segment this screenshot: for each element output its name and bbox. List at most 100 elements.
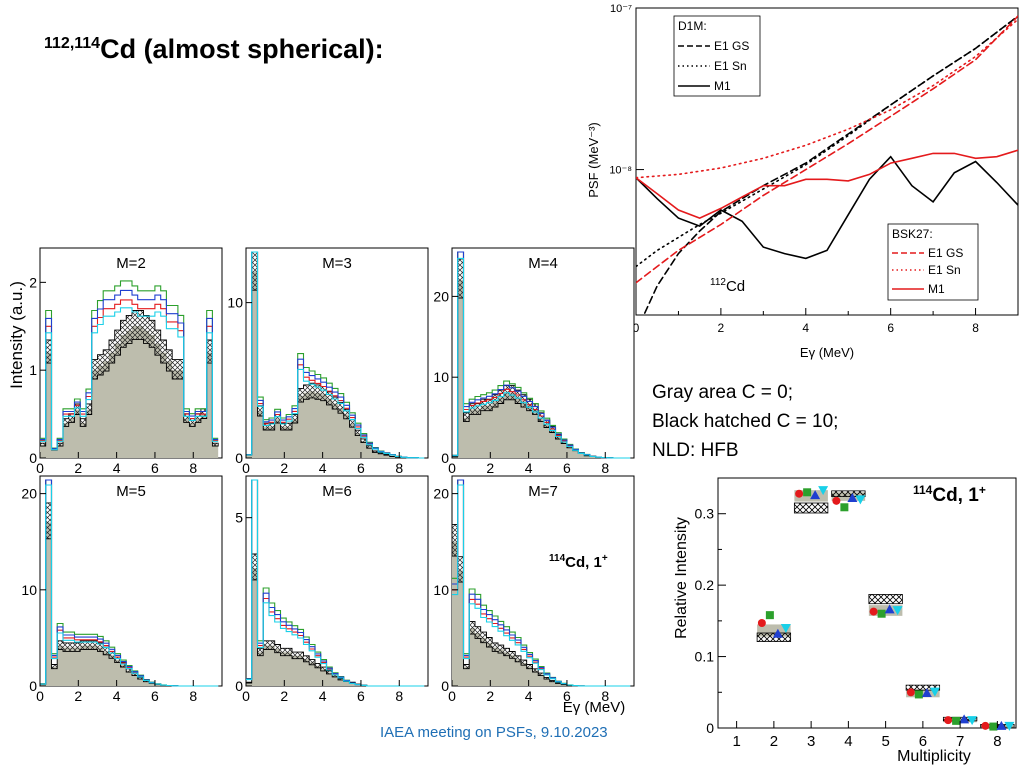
psf-series-0 xyxy=(643,15,1018,315)
rel-point-m6-green xyxy=(914,690,923,699)
hist-gray-area xyxy=(246,568,425,686)
hist-xtick-label: 8 xyxy=(395,460,403,476)
rel-point-m2-cyan xyxy=(780,624,791,633)
rel-ytick-label-1: 0.1 xyxy=(695,649,715,665)
psf-legend-bsk: BSK27: E1 GS E1 Sn M1 xyxy=(887,223,979,301)
relative-intensity-chart: 1 2 3 4 5 6 7 8 0 0.1 0.2 0.3 Relative Intensity Mu… xyxy=(673,477,1017,765)
psf-ytick-label-1: 10⁻⁸ xyxy=(609,165,632,177)
hist-xtick-label: 6 xyxy=(357,688,365,704)
slide-title: 112,114Cd (almost spherical): xyxy=(44,34,384,65)
hist-panel-5: 0 2 4 6 8 0 5 M=6 xyxy=(235,475,429,704)
hist-ytick-label: 2 xyxy=(29,274,37,290)
footer-meeting: IAEA meeting on PSFs, 9.10.2023 xyxy=(380,724,608,741)
hist-ytick-label: 1 xyxy=(29,362,37,378)
hist-xlabel: Eγ (MeV) xyxy=(563,699,626,716)
legend-d1m-sn: E1 Sn xyxy=(714,59,747,73)
rel-xtick-label-0: 1 xyxy=(732,733,740,750)
hist-xtick-label: 2 xyxy=(280,688,288,704)
hist-hatched-area xyxy=(39,310,219,451)
hist-xtick-label: 8 xyxy=(395,688,403,704)
legend-bsk-m1: M1 xyxy=(928,282,945,296)
hist-panel-6: 0 2 4 6 8 0 10 20 M=7 xyxy=(433,475,635,704)
rel-point-m3-blue xyxy=(810,490,821,500)
rel-xlabel: Multiplicity xyxy=(897,748,971,765)
hist-xtick-label: 6 xyxy=(563,460,571,476)
psf-ylabel: PSF (MeV⁻³) xyxy=(586,122,601,197)
hist-panel-label: M=6 xyxy=(322,483,352,500)
rel-point-m7-cyan xyxy=(967,716,978,726)
hist-xtick-label: 0 xyxy=(448,460,456,476)
hist-xtick-label: 2 xyxy=(280,460,288,476)
hist-curve-green xyxy=(40,280,219,449)
hist-ytick-label: 10 xyxy=(433,369,449,385)
hist-ytick-label: 0 xyxy=(29,678,37,694)
psf-xtick-label-2: 4 xyxy=(802,321,809,335)
rel-point-m5-red xyxy=(869,607,878,616)
hist-ytick-label: 0 xyxy=(441,678,449,694)
rel-point-m2-blue xyxy=(772,628,783,638)
psf-chart: 0 2 4 6 8 10⁻⁷ 10⁻⁸ PSF (MeV⁻³) Eγ (MeV) 112Cd… xyxy=(586,3,1019,360)
hist-annotation: 114Cd, 1+ xyxy=(549,553,608,571)
rel-point-m4-green xyxy=(840,503,849,512)
rel-xtick-label-4: 5 xyxy=(881,733,889,750)
hist-ylabel: Intensity (a.u.) xyxy=(7,281,26,389)
rel-point-m2-green xyxy=(765,611,774,620)
psf-ytick-label-0: 10⁻⁷ xyxy=(610,3,632,15)
rel-point-m3-red xyxy=(795,489,804,498)
hist-ytick-label: 0 xyxy=(441,450,449,466)
psf-xtick-label-0: 0 xyxy=(633,321,640,335)
hist-xtick-label: 2 xyxy=(486,460,494,476)
rel-ytick-label-2: 0.2 xyxy=(695,577,715,593)
rel-point-m8-blue xyxy=(996,720,1007,730)
rel-point-m2-red xyxy=(757,619,766,627)
rel-point-m4-blue xyxy=(847,493,858,502)
rel-xtick-label-6: 7 xyxy=(956,733,964,750)
legend-d1m-title: D1M: xyxy=(678,19,707,33)
rel-point-m8-green xyxy=(989,722,998,731)
rel-xtick-label-1: 2 xyxy=(770,733,778,750)
hist-xtick-label: 8 xyxy=(189,460,197,476)
hist-gray-area xyxy=(246,271,425,458)
hist-curve-cyan xyxy=(246,251,425,459)
hist-gray-area xyxy=(452,280,631,458)
rel-point-m3-green xyxy=(803,488,812,497)
psf-series-5 xyxy=(636,149,1018,219)
hist-xtick-label: 6 xyxy=(151,688,159,704)
hist-xtick-label: 6 xyxy=(563,688,571,704)
rel-hatched-m4 xyxy=(831,490,866,497)
psf-legend-d1m: D1M: E1 GS E1 Sn M1 xyxy=(673,15,761,97)
hist-ytick-label: 0 xyxy=(29,450,37,466)
rel-point-m4-cyan xyxy=(855,495,866,505)
note-nld: NLD: HFB xyxy=(652,440,739,461)
rel-ytick-label-3: 0.3 xyxy=(695,506,715,522)
rel-point-m3-cyan xyxy=(818,486,829,496)
hist-panel-label: M=4 xyxy=(528,255,558,272)
hist-xtick-label: 6 xyxy=(357,460,365,476)
title-mass-numbers: 112,114 xyxy=(44,35,101,52)
rel-point-m8-red xyxy=(981,721,990,730)
hist-panel-1: 0 2 4 6 8 0 1 2 M=2 xyxy=(29,247,223,476)
hist-xtick-label: 2 xyxy=(486,688,494,704)
hist-curve-cyan xyxy=(246,479,425,687)
rel-xtick-label-7: 8 xyxy=(993,733,1001,750)
hist-xtick-label: 0 xyxy=(36,688,44,704)
rel-point-m4-red xyxy=(832,496,841,505)
hist-xtick-label: 4 xyxy=(319,460,327,476)
hist-ytick-label: 0 xyxy=(235,678,243,694)
hist-panel-label: M=3 xyxy=(322,255,352,272)
hist-ytick-label: 20 xyxy=(433,486,449,502)
hist-xtick-label: 0 xyxy=(242,688,250,704)
hist-xtick-label: 2 xyxy=(74,688,82,704)
rel-point-m6-red xyxy=(906,688,915,697)
hist-ytick-label: 10 xyxy=(227,295,243,311)
rel-point-m6-cyan xyxy=(929,687,940,697)
note-gray-area: Gray area C = 0; xyxy=(652,382,793,403)
rel-xtick-label-3: 4 xyxy=(844,733,852,750)
hist-xtick-label: 8 xyxy=(601,460,609,476)
hist-panel-label: M=5 xyxy=(116,483,146,500)
hist-panel-4: 0 2 4 6 8 0 10 20 M=5 xyxy=(21,475,223,704)
psf-series-2 xyxy=(636,155,1018,260)
hist-xtick-label: 4 xyxy=(113,688,121,704)
hist-panel-label: M=7 xyxy=(528,483,558,500)
